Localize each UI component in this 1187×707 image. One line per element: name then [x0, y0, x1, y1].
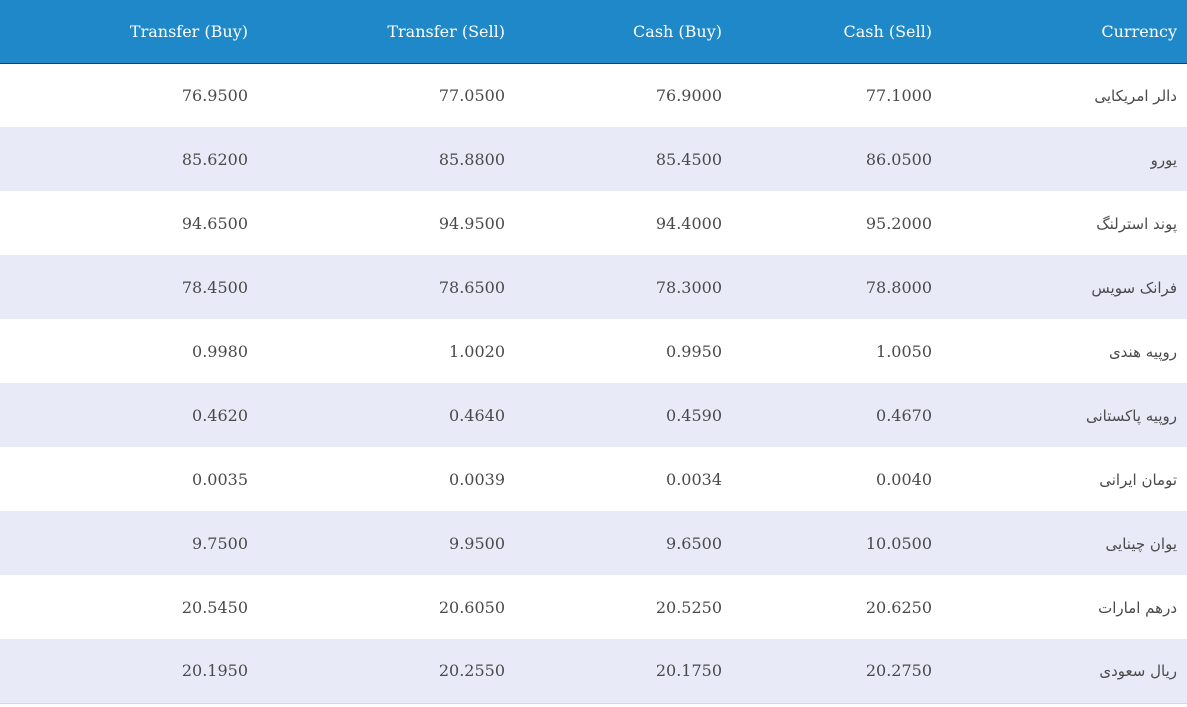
- cell-transfer-buy: 0.4620: [192, 405, 248, 425]
- header-currency-label: Currency: [1101, 21, 1177, 41]
- cell-transfer-sell: 85.8800: [438, 149, 505, 169]
- cell-transfer-buy: 0.0035: [192, 469, 248, 489]
- cell-transfer-sell: 0.4640: [449, 405, 505, 425]
- currency-name: تومان ایرانی: [1099, 470, 1177, 489]
- cell-transfer-sell: 1.0020: [449, 341, 505, 361]
- cell-transfer-sell: 20.2550: [248, 639, 505, 704]
- table-row: 0.4620 0.4640 0.4590 0.4670 روپیه پاکستانی: [0, 383, 1187, 447]
- cell-transfer-sell: 78.6500: [438, 277, 505, 297]
- table-row: 94.6500 94.9500 94.4000 95.2000 پوند استرلنگ: [0, 191, 1187, 255]
- table-body: 76.9500 77.0500 76.9000 77.1000 دالر امریکای…: [0, 63, 1187, 704]
- cell-cash-buy: 0.4590: [666, 405, 722, 425]
- table-header: Transfer (Buy) Transfer (Sell) Cash (Buy…: [0, 0, 1187, 64]
- cell-transfer-buy: 85.6200: [181, 149, 248, 169]
- currency-name: یوان چینایی: [1105, 534, 1177, 553]
- cell-cash-buy: 0.0034: [666, 469, 722, 489]
- table-row: 85.6200 85.8800 85.4500 86.0500 یورو: [0, 127, 1187, 191]
- cell-cash-sell: 0.0040: [876, 469, 932, 489]
- cell-currency: روپیه پاکستانی: [932, 383, 1187, 447]
- table-row: 78.4500 78.6500 78.3000 78.8000 فرانک سویس: [0, 255, 1187, 319]
- cell-cash-buy: 85.4500: [655, 149, 722, 169]
- cell-cash-sell: 78.8000: [865, 277, 932, 297]
- cell-transfer-sell: 9.9500: [449, 533, 505, 553]
- cell-transfer-buy: 20.5450: [181, 597, 248, 617]
- cell-cash-buy: 94.4000: [655, 213, 722, 233]
- cell-currency: دالر امریکایی: [932, 63, 1187, 127]
- currency-name: روپیه پاکستانی: [1085, 406, 1177, 425]
- cell-cash-sell: 20.2750: [722, 639, 932, 704]
- header-cash-sell: Cash (Sell): [722, 0, 932, 64]
- currency-name: درهم امارات: [1098, 598, 1177, 617]
- currency-name: روپیه هندی: [1108, 342, 1177, 361]
- header-currency: Currency: [932, 0, 1187, 64]
- table-row: 20.1950 20.2550 20.1750 20.2750 ریال سعودی: [0, 639, 1187, 704]
- cell-transfer-buy: 9.7500: [192, 533, 248, 553]
- cell-cash-sell: 95.2000: [865, 213, 932, 233]
- header-transfer-sell: Transfer (Sell): [248, 0, 505, 64]
- cell-cash-sell: 10.0500: [865, 533, 932, 553]
- table-row: 0.9980 1.0020 0.9950 1.0050 روپیه هندی: [0, 319, 1187, 383]
- cell-currency: ریال سعودی: [932, 639, 1187, 704]
- table-row: 9.7500 9.9500 9.6500 10.0500 یوان چینایی: [0, 511, 1187, 575]
- currency-name: یورو: [1150, 150, 1177, 169]
- cell-cash-buy: 20.1750: [505, 639, 722, 704]
- cell-cash-buy: 9.6500: [666, 533, 722, 553]
- cell-transfer-sell: 0.0039: [449, 469, 505, 489]
- header-row: Transfer (Buy) Transfer (Sell) Cash (Buy…: [0, 0, 1187, 64]
- cell-cash-buy: 0.9950: [666, 341, 722, 361]
- header-transfer-buy: Transfer (Buy): [0, 0, 248, 64]
- currency-name: فرانک سویس: [1091, 278, 1177, 297]
- cell-currency: یوان چینایی: [932, 511, 1187, 575]
- cell-cash-buy: 20.5250: [655, 597, 722, 617]
- cell-transfer-sell: 77.0500: [438, 85, 505, 105]
- table-row: 76.9500 77.0500 76.9000 77.1000 دالر امریکای…: [0, 63, 1187, 127]
- cell-transfer-buy: 78.4500: [181, 277, 248, 297]
- cell-cash-sell: 20.6250: [865, 597, 932, 617]
- cell-transfer-buy: 76.9500: [181, 85, 248, 105]
- cell-transfer-sell: 20.6050: [438, 597, 505, 617]
- cell-cash-sell: 77.1000: [865, 85, 932, 105]
- cell-currency: تومان ایرانی: [932, 447, 1187, 511]
- cell-cash-sell: 0.4670: [876, 405, 932, 425]
- currency-name: ریال سعودی: [1099, 662, 1177, 681]
- cell-currency: روپیه هندی: [932, 319, 1187, 383]
- header-cash-buy: Cash (Buy): [505, 0, 722, 64]
- cell-cash-sell: 1.0050: [876, 341, 932, 361]
- table-row: 20.5450 20.6050 20.5250 20.6250 درهم امارات: [0, 575, 1187, 639]
- cell-currency: یورو: [932, 127, 1187, 191]
- cell-transfer-buy: 0.9980: [192, 341, 248, 361]
- currency-name: دالر امریکایی: [1094, 86, 1177, 105]
- table-row: 0.0035 0.0039 0.0034 0.0040 تومان ایرانی: [0, 447, 1187, 511]
- currency-name: پوند استرلنگ: [1096, 214, 1177, 233]
- cell-cash-buy: 78.3000: [655, 277, 722, 297]
- cell-cash-sell: 86.0500: [865, 149, 932, 169]
- cell-currency: پوند استرلنگ: [932, 191, 1187, 255]
- cell-currency: فرانک سویس: [932, 255, 1187, 319]
- cell-transfer-sell: 94.9500: [438, 213, 505, 233]
- cell-transfer-buy: 20.1950: [0, 639, 248, 704]
- cell-currency: درهم امارات: [932, 575, 1187, 639]
- cell-cash-buy: 76.9000: [655, 85, 722, 105]
- cell-transfer-buy: 94.6500: [181, 213, 248, 233]
